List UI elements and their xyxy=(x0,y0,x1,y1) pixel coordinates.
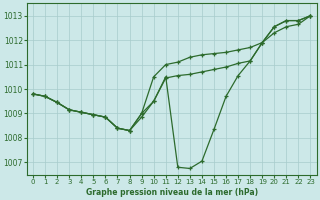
X-axis label: Graphe pression niveau de la mer (hPa): Graphe pression niveau de la mer (hPa) xyxy=(86,188,258,197)
